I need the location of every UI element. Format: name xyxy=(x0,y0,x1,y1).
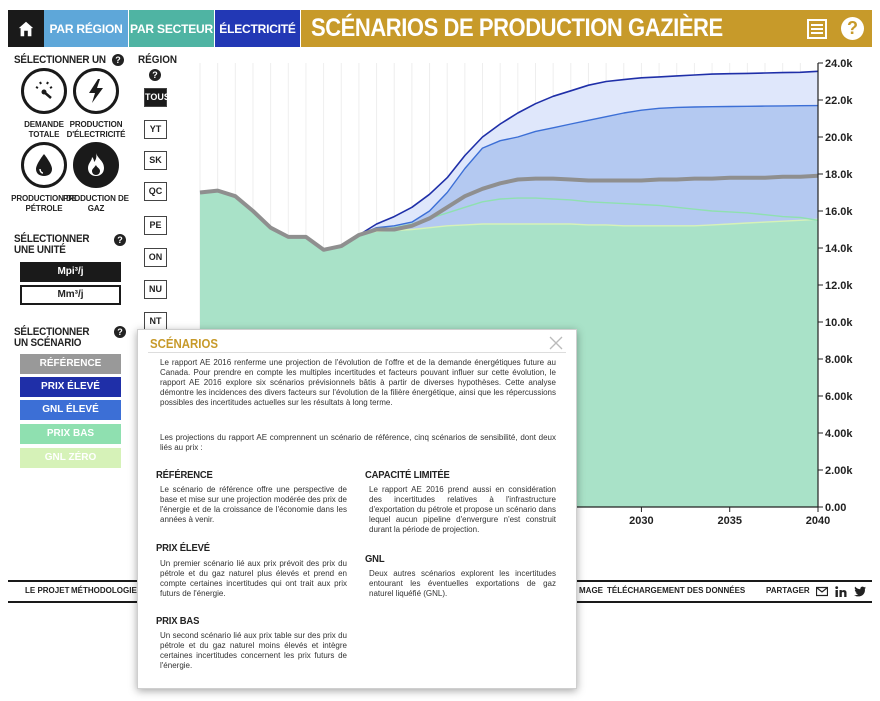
region-qc-button[interactable]: QC xyxy=(144,182,167,201)
section-text-prix-eleve: Un premier scénario lié aux prix prévoit… xyxy=(160,559,347,598)
y-tick-label: 18.0k xyxy=(825,169,853,181)
select-scenario-label: SÉLECTIONNER UN SCÉNARIO xyxy=(14,326,90,349)
select-unit-label: SÉLECTIONNER UNE UNITÉ xyxy=(14,233,90,256)
title-bar: SCÉNARIOS DE PRODUCTION GAZIÈRE ? xyxy=(301,10,872,47)
unit-mpi3j-button[interactable]: Mpi³/j xyxy=(20,262,121,282)
section-title-prix-bas: PRIX BAS xyxy=(156,615,200,627)
section-text-prix-bas: Un second scénario lié aux prix table su… xyxy=(160,631,347,670)
help-icon-region[interactable]: ? xyxy=(149,69,161,81)
oil-drop-icon xyxy=(36,154,52,176)
help-icon-category[interactable]: ? xyxy=(112,54,124,66)
region-pe-button[interactable]: PE xyxy=(144,216,167,235)
region-yt-button[interactable]: YT xyxy=(144,120,167,139)
scenario-prix-bas-button[interactable]: PRIX BAS xyxy=(20,424,121,444)
region-tous-button[interactable]: TOUS xyxy=(144,88,170,107)
y-tick-label: 22.0k xyxy=(825,95,853,107)
footer-link-telechargement[interactable]: TÉLÉCHARGEMENT DES DONNÉES xyxy=(607,586,746,595)
x-tick-label: 2030 xyxy=(629,515,653,525)
section-title-capacite-limitee: CAPACITÉ LIMITÉE xyxy=(365,469,450,481)
scenario-prix-eleve-button[interactable]: PRIX ÉLEVÉ xyxy=(20,377,121,397)
y-tick-label: 6.00k xyxy=(825,391,853,403)
scenario-reference-button[interactable]: RÉFÉRENCE xyxy=(20,354,121,374)
y-tick-label: 20.0k xyxy=(825,132,853,144)
category-label-petrole: PRODUCTION DE PÉTROLE xyxy=(11,194,77,213)
x-tick-label: 2035 xyxy=(717,515,741,525)
section-title-reference: RÉFÉRENCE xyxy=(156,469,213,481)
region-on-button[interactable]: ON xyxy=(144,248,167,267)
email-icon[interactable] xyxy=(816,586,828,597)
home-icon xyxy=(18,21,34,36)
linkedin-icon[interactable] xyxy=(835,586,847,597)
modal-intro-paragraph-2: Les projections du rapport AE comprennen… xyxy=(160,433,556,452)
help-icon-unit[interactable]: ? xyxy=(114,234,126,246)
section-text-capacite-limitee: Le rapport AE 2016 prend aussi en consid… xyxy=(369,485,556,534)
select-category-label: SÉLECTIONNER UN xyxy=(14,54,106,66)
section-text-reference: Le scénario de référence offre une persp… xyxy=(160,485,347,524)
footer-link-projet[interactable]: LE PROJET xyxy=(25,586,70,595)
region-nu-button[interactable]: NU xyxy=(144,280,167,299)
flame-icon xyxy=(88,153,104,176)
scenario-gnl-zero-button[interactable]: GNL ZÉRO xyxy=(20,448,121,468)
tab-par-region[interactable]: PAR RÉGION xyxy=(44,10,128,47)
help-icon-scenario[interactable]: ? xyxy=(114,326,126,338)
category-label-gaz: PRODUCTION DE GAZ xyxy=(63,194,129,213)
y-tick-label: 2.00k xyxy=(825,465,853,477)
list-icon[interactable] xyxy=(806,18,828,40)
help-icon[interactable]: ? xyxy=(841,17,864,40)
section-text-gnl: Deux autres scénarios explorent les ince… xyxy=(369,569,556,598)
y-tick-label: 4.00k xyxy=(825,428,853,440)
tab-par-secteur[interactable]: PAR SECTEUR xyxy=(129,10,214,47)
header-bar: PAR RÉGION PAR SECTEUR ÉLECTRICITÉ SCÉNA… xyxy=(8,10,872,47)
tab-electricite[interactable]: ÉLECTRICITÉ xyxy=(215,10,300,47)
region-sk-button[interactable]: SK xyxy=(144,151,167,170)
modal-divider xyxy=(148,352,566,353)
category-production-gaz[interactable] xyxy=(73,142,119,188)
home-button[interactable] xyxy=(8,10,44,47)
region-label: RÉGION xyxy=(138,54,178,66)
y-tick-label: 10.0k xyxy=(825,317,853,329)
category-label-demande: DEMANDE TOTALE xyxy=(24,120,64,139)
category-demande-totale[interactable] xyxy=(21,68,67,114)
page-title: SCÉNARIOS DE PRODUCTION GAZIÈRE xyxy=(311,14,723,42)
lightning-icon xyxy=(89,79,103,103)
y-tick-label: 14.0k xyxy=(825,243,853,255)
series-line-reference xyxy=(199,173,819,252)
footer-link-partager[interactable]: PARTAGER xyxy=(766,586,810,595)
section-title-gnl: GNL xyxy=(365,553,385,565)
x-tick-label: 2040 xyxy=(806,515,830,525)
unit-mm3j-button[interactable]: Mm³/j xyxy=(20,285,121,305)
y-tick-label: 8.00k xyxy=(825,354,853,366)
y-tick-label: 0.00 xyxy=(825,502,846,514)
scenario-gnl-eleve-button[interactable]: GNL ÉLEVÉ xyxy=(20,400,121,420)
twitter-icon[interactable] xyxy=(854,586,866,597)
category-production-electricite[interactable] xyxy=(73,68,119,114)
modal-title: SCÉNARIOS xyxy=(150,336,219,351)
modal-intro-paragraph: Le rapport AE 2016 renferme une projecti… xyxy=(160,358,556,407)
scenarios-info-modal: SCÉNARIOS Le rapport AE 2016 renferme un… xyxy=(137,329,577,689)
category-label-electricite: PRODUCTION D'ÉLECTRICITÉ xyxy=(66,120,126,139)
footer-link-methodologie[interactable]: MÉTHODOLOGIE xyxy=(71,586,137,595)
y-tick-label: 24.0k xyxy=(825,58,853,70)
footer-link-image[interactable]: MAGE xyxy=(579,586,603,595)
category-production-petrole[interactable] xyxy=(21,142,67,188)
close-icon[interactable] xyxy=(548,335,564,351)
section-title-prix-eleve: PRIX ÉLEVÉ xyxy=(156,542,210,554)
y-tick-label: 16.0k xyxy=(825,206,853,218)
gauge-icon xyxy=(35,81,53,99)
y-tick-label: 12.0k xyxy=(825,280,853,292)
